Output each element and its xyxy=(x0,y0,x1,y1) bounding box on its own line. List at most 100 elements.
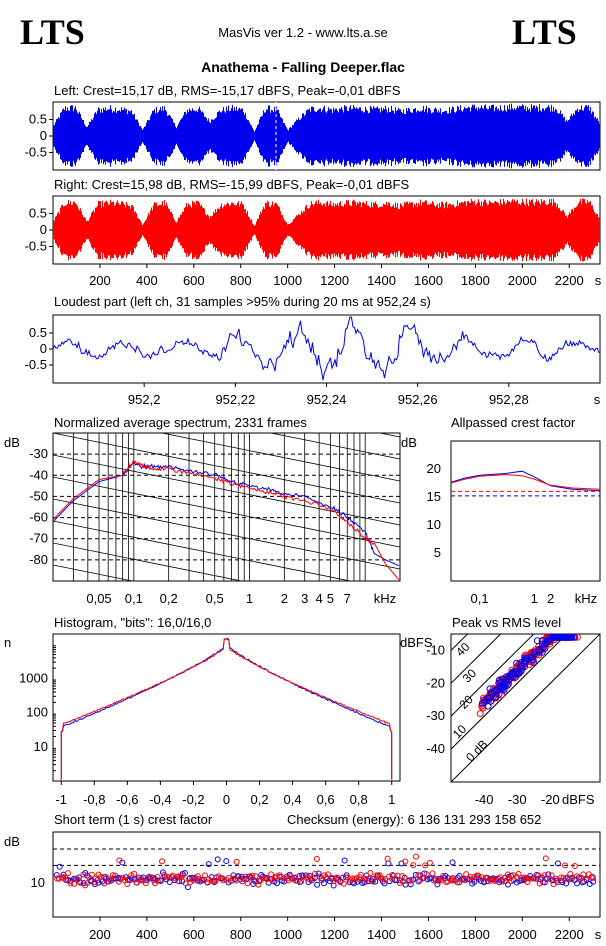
spectrum-slope-line xyxy=(53,454,400,526)
short-term-right-point xyxy=(381,876,388,883)
short-term-right-point xyxy=(507,878,514,885)
histogram-xtick-label: 0,8 xyxy=(350,792,368,807)
short-term-right-point xyxy=(268,871,275,878)
short-term-right-point xyxy=(276,872,283,879)
short-term-left-point xyxy=(361,879,368,886)
histogram-xtick-label: 0,6 xyxy=(317,792,335,807)
histogram-ytick-label: 10 xyxy=(34,739,48,754)
time-tick-label: 1200 xyxy=(320,273,349,288)
short-term-right-point xyxy=(159,858,166,865)
allpassed-left-line xyxy=(450,470,601,492)
short-term-right-point xyxy=(202,872,209,879)
crest-diagonal-label: 10 xyxy=(450,722,470,742)
short-term-right-point xyxy=(263,875,270,882)
short-term-crest-title: Short term (1 s) crest factor xyxy=(54,812,213,827)
short-term-right-point xyxy=(376,872,383,879)
short-term-right-point xyxy=(76,878,83,885)
spectrum-xtick-label: 4 xyxy=(316,591,323,606)
time-tick-label: 1000 xyxy=(273,273,302,288)
short-term-right-point xyxy=(463,871,470,878)
spectrum-slope-line xyxy=(53,279,400,349)
spectrum-slope-line xyxy=(53,257,400,327)
short-term-left-point xyxy=(95,879,102,886)
short-term-right-point xyxy=(554,879,561,886)
loudest-xtick-label: s xyxy=(594,392,601,407)
peak-rms-left-point xyxy=(509,668,517,676)
allpassed-xtick-label: 0,1 xyxy=(471,591,489,606)
short-term-right-point xyxy=(582,876,589,883)
peak-rms-left-point xyxy=(524,655,532,663)
spectrum-slope-line xyxy=(53,301,400,371)
short-term-right-point xyxy=(112,872,119,879)
short-term-right-point xyxy=(220,877,227,884)
short-term-right-point xyxy=(484,874,491,881)
right-waveform-ytick-label: 0 xyxy=(40,222,47,237)
allpassed-ytick-label: 15 xyxy=(427,489,441,504)
allpassed-ytick-label: 20 xyxy=(427,461,441,476)
short-term-right-point xyxy=(456,879,463,886)
peak-rms-left-point xyxy=(487,688,495,696)
left-waveform-ytick-label: -0.5 xyxy=(25,145,47,160)
short-term-right-point xyxy=(102,873,109,880)
short-term-right-point xyxy=(199,877,206,884)
crest-diagonal xyxy=(451,634,568,750)
file-title: Anathema - Falling Deeper.flac xyxy=(201,59,405,75)
short-term-xtick-label: 600 xyxy=(183,927,205,942)
crest-diagonal-label: 30 xyxy=(460,666,480,686)
peak-rms-frame xyxy=(450,633,601,783)
peak-rms-plot: 40 30 20 100 dB xyxy=(450,634,600,782)
short-term-right-point xyxy=(384,855,391,862)
loudest-part-title: Loudest part (left ch, 31 samples >95% d… xyxy=(54,294,431,309)
short-term-right-point xyxy=(131,870,138,877)
short-term-left-point xyxy=(372,878,379,885)
short-term-right-point xyxy=(64,870,71,877)
spectrum-xtick-label: 5 xyxy=(327,591,334,606)
peak-vs-rms-title: Peak vs RMS level xyxy=(452,615,561,630)
peak-rms-left-point xyxy=(561,634,569,641)
peak-rms-left-point xyxy=(533,637,541,645)
short-term-right-point xyxy=(396,880,403,887)
spectrum-xtick-label: 2 xyxy=(281,591,288,606)
short-term-right-point xyxy=(91,879,98,886)
spectrum-slope-line xyxy=(53,542,244,581)
crest-diagonal xyxy=(451,634,535,717)
short-term-left-point xyxy=(583,876,590,883)
peak-rms-left-point xyxy=(535,648,543,656)
time-tick-label: 200 xyxy=(89,273,111,288)
short-term-right-point xyxy=(154,873,161,880)
spectrum-slope-line xyxy=(53,564,135,581)
short-term-right-point xyxy=(235,873,242,880)
allpassed-ytick-label: 10 xyxy=(427,517,441,532)
short-term-right-point xyxy=(72,875,79,882)
short-term-right-point xyxy=(490,876,497,883)
short-term-right-point xyxy=(353,875,360,882)
left-waveform-ytick-label: 0 xyxy=(40,128,47,143)
histogram-ylabel: n xyxy=(4,635,11,650)
spectrum-xtick-label: 0,5 xyxy=(206,591,224,606)
short-term-xtick-label: 200 xyxy=(89,927,111,942)
short-term-left-point xyxy=(574,880,581,887)
short-term-right-point xyxy=(365,875,372,882)
short-term-right-point xyxy=(325,871,332,878)
loudest-part-frame xyxy=(52,314,601,384)
spectrum-xtick-label: 0,1 xyxy=(125,591,143,606)
histogram-title: Histogram, "bits": 16,0/16,0 xyxy=(54,615,211,630)
short-term-right-point xyxy=(357,871,364,878)
time-tick-label: 1600 xyxy=(414,273,443,288)
short-term-right-point xyxy=(415,872,422,879)
short-term-xtick-label: 800 xyxy=(230,927,252,942)
short-term-right-point xyxy=(568,876,575,883)
short-term-xtick-label: 1200 xyxy=(320,927,349,942)
short-term-right-point xyxy=(410,862,417,869)
histogram-xtick-label: 1 xyxy=(388,792,395,807)
short-term-right-point xyxy=(523,875,530,882)
allpassed-xtick-label: kHz xyxy=(575,591,597,606)
short-term-left-point xyxy=(449,859,456,866)
peak-rms-ytick-label: -30 xyxy=(426,708,445,723)
peak-rms-xtick-label: -30 xyxy=(508,792,527,807)
peak-rms-left-point xyxy=(495,679,503,687)
allpassed-xtick-label: 1 xyxy=(531,591,538,606)
short-term-right-point xyxy=(255,881,262,888)
histogram-ytick-label: 100 xyxy=(26,705,48,720)
